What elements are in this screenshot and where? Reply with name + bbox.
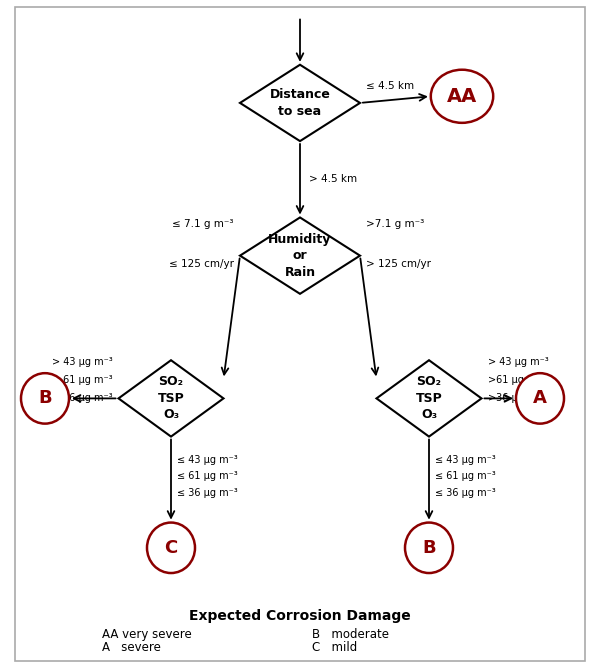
Text: SO₂
TSP
O₃: SO₂ TSP O₃ (158, 375, 184, 422)
Polygon shape (240, 218, 360, 293)
Text: ≤ 7.1 g m⁻³: ≤ 7.1 g m⁻³ (173, 218, 234, 229)
Text: B: B (422, 539, 436, 557)
Text: ≤ 61 μg m⁻³: ≤ 61 μg m⁻³ (177, 471, 238, 481)
Text: >36 μg m⁻³: >36 μg m⁻³ (55, 392, 113, 403)
Polygon shape (240, 64, 360, 141)
Text: >61 μg m⁻³: >61 μg m⁻³ (487, 374, 545, 385)
Text: > 43 μg m⁻³: > 43 μg m⁻³ (487, 357, 548, 367)
Text: A: A (533, 389, 547, 408)
Text: > 4.5 km: > 4.5 km (309, 174, 357, 185)
FancyBboxPatch shape (15, 7, 585, 661)
Text: ≤ 61 μg m⁻³: ≤ 61 μg m⁻³ (435, 471, 496, 481)
Polygon shape (377, 360, 482, 437)
Ellipse shape (147, 523, 195, 573)
Text: ≤ 43 μg m⁻³: ≤ 43 μg m⁻³ (435, 455, 496, 465)
Text: AA: AA (447, 87, 477, 106)
Text: Expected Corrosion Damage: Expected Corrosion Damage (189, 609, 411, 623)
Text: A   severe: A severe (102, 641, 161, 654)
Text: > 43 μg m⁻³: > 43 μg m⁻³ (52, 357, 113, 367)
Text: AA very severe: AA very severe (102, 627, 192, 641)
Text: ≤ 4.5 km: ≤ 4.5 km (366, 81, 414, 91)
Text: SO₂
TSP
O₃: SO₂ TSP O₃ (416, 375, 442, 422)
Text: C   mild: C mild (312, 641, 357, 654)
Text: >36 μg m⁻³: >36 μg m⁻³ (487, 392, 545, 403)
Text: ≤ 43 μg m⁻³: ≤ 43 μg m⁻³ (177, 455, 238, 465)
Text: C: C (164, 539, 178, 557)
Text: >7.1 g m⁻³: >7.1 g m⁻³ (366, 218, 424, 229)
Text: B: B (38, 389, 52, 408)
Text: > 125 cm/yr: > 125 cm/yr (366, 258, 431, 269)
Text: B   moderate: B moderate (312, 627, 389, 641)
Text: Distance
to sea: Distance to sea (269, 88, 331, 118)
Ellipse shape (431, 70, 493, 123)
Polygon shape (118, 360, 223, 437)
Text: ≤ 36 μg m⁻³: ≤ 36 μg m⁻³ (435, 488, 496, 498)
Ellipse shape (405, 523, 453, 573)
Ellipse shape (21, 373, 69, 424)
Text: ≤ 125 cm/yr: ≤ 125 cm/yr (169, 258, 234, 269)
Ellipse shape (516, 373, 564, 424)
Text: >61 μg m⁻³: >61 μg m⁻³ (55, 374, 113, 385)
Text: Humidity
or
Rain: Humidity or Rain (268, 232, 332, 279)
Text: ≤ 36 μg m⁻³: ≤ 36 μg m⁻³ (177, 488, 238, 498)
